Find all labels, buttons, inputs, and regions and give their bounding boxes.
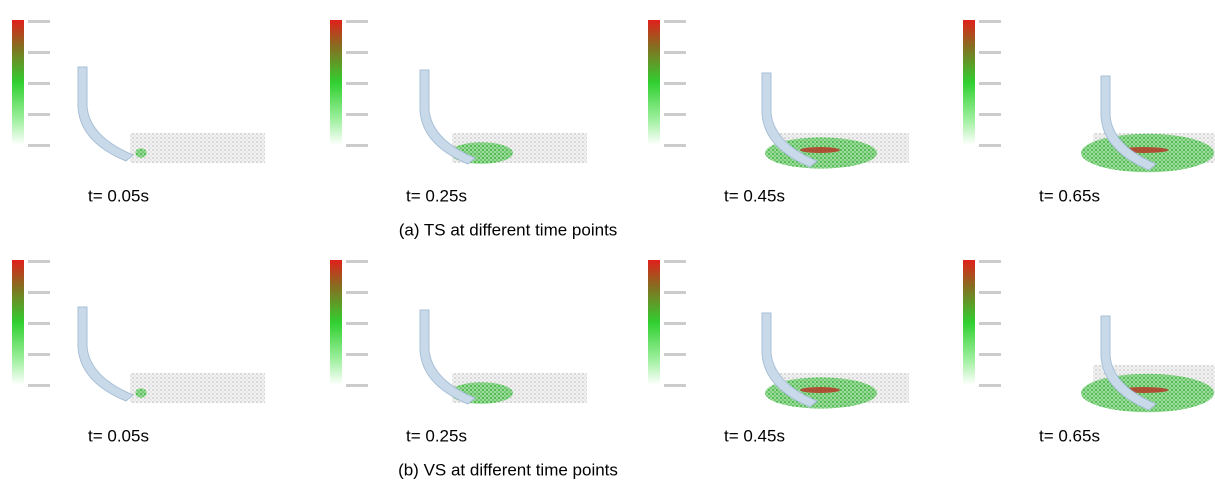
tool <box>761 72 818 168</box>
disturbed-particles <box>765 137 877 169</box>
colorbar-label <box>979 260 1001 263</box>
colorbar-label <box>346 322 368 325</box>
colorbar-label <box>664 353 686 356</box>
simulation-panel <box>330 20 587 165</box>
colorbar-label <box>28 291 50 294</box>
simulation-panel <box>963 20 1215 173</box>
colorbar-label <box>346 51 368 54</box>
time-label: t= 0.45s <box>724 186 785 205</box>
colorbar-label <box>346 144 368 147</box>
colorbar-label <box>28 260 50 263</box>
colorbar-label <box>664 291 686 294</box>
colorbar <box>963 20 975 145</box>
colorbar-label <box>346 260 368 263</box>
colorbar-label <box>28 20 50 23</box>
tool <box>1100 75 1157 171</box>
colorbar <box>12 20 24 145</box>
fast-particles <box>800 147 840 153</box>
tool <box>761 312 818 408</box>
colorbar-label <box>979 384 1001 387</box>
time-label: t= 0.25s <box>406 186 467 205</box>
colorbar-label <box>28 82 50 85</box>
disturbed-particles <box>135 388 147 398</box>
colorbar-label <box>346 82 368 85</box>
tool <box>419 309 476 405</box>
tool <box>77 306 134 402</box>
tool <box>1100 315 1157 411</box>
colorbar-label <box>346 384 368 387</box>
time-label: t= 0.65s <box>1039 186 1100 205</box>
caption: (a) TS at different time points <box>399 220 618 239</box>
colorbar-label <box>28 384 50 387</box>
time-label: t= 0.45s <box>724 426 785 445</box>
disturbed-particles <box>765 377 877 409</box>
colorbar <box>648 260 660 385</box>
colorbar <box>12 260 24 385</box>
colorbar-label <box>346 113 368 116</box>
colorbar-label <box>979 144 1001 147</box>
soil-bin <box>130 133 265 163</box>
colorbar-label <box>28 144 50 147</box>
colorbar-label <box>979 322 1001 325</box>
simulation-panel <box>648 20 909 169</box>
colorbar <box>330 260 342 385</box>
colorbar-label <box>346 353 368 356</box>
simulation-panel <box>12 260 265 403</box>
simulation-panel <box>648 260 909 409</box>
colorbar-label <box>979 51 1001 54</box>
simulation-panel <box>963 260 1215 413</box>
colorbar-label <box>979 353 1001 356</box>
colorbar <box>963 260 975 385</box>
time-label: t= 0.05s <box>88 426 149 445</box>
caption: (b) VS at different time points <box>398 460 618 479</box>
colorbar-label <box>664 51 686 54</box>
colorbar-label <box>979 20 1001 23</box>
colorbar-label <box>28 51 50 54</box>
fast-particles <box>800 387 840 393</box>
colorbar-label <box>664 144 686 147</box>
colorbar-label <box>979 291 1001 294</box>
colorbar-label <box>346 20 368 23</box>
time-label: t= 0.65s <box>1039 426 1100 445</box>
tool <box>77 66 134 162</box>
time-label: t= 0.05s <box>88 186 149 205</box>
colorbar-label <box>664 113 686 116</box>
tool <box>419 69 476 165</box>
colorbar-label <box>664 260 686 263</box>
colorbar-label <box>28 322 50 325</box>
disturbed-particles <box>135 148 147 158</box>
simulation-panel <box>330 260 587 405</box>
soil-bin <box>130 373 265 403</box>
colorbar-label <box>28 113 50 116</box>
colorbar-label <box>664 82 686 85</box>
time-label: t= 0.25s <box>406 426 467 445</box>
simulation-panel <box>12 20 265 163</box>
colorbar-label <box>664 384 686 387</box>
colorbar-label <box>664 322 686 325</box>
colorbar <box>648 20 660 145</box>
colorbar-label <box>28 353 50 356</box>
colorbar-label <box>664 20 686 23</box>
colorbar <box>330 20 342 145</box>
colorbar-label <box>346 291 368 294</box>
colorbar-label <box>979 82 1001 85</box>
colorbar-label <box>979 113 1001 116</box>
